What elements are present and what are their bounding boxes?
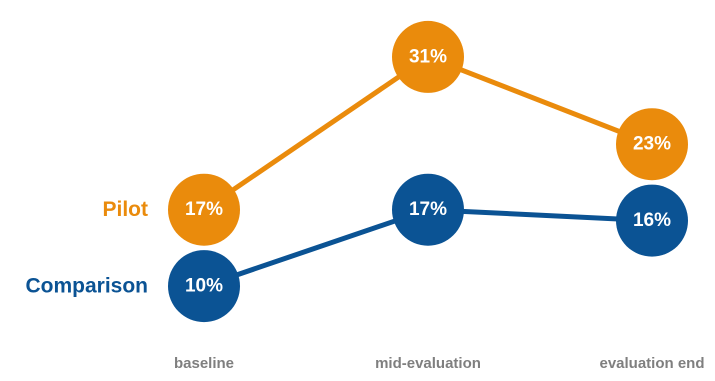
pilot-marker — [616, 108, 688, 181]
comparison-point-mid-evaluation: 17% — [392, 173, 464, 246]
series-points: 17% 31% 23% 10% 17% 16% — [168, 20, 688, 323]
comparison-data-label: 17% — [409, 199, 447, 220]
series-name-labels: Pilot Comparison — [25, 198, 148, 297]
pilot-point-evaluation-end: 23% — [616, 108, 688, 181]
pilot-data-label: 31% — [409, 46, 447, 67]
x-axis-tick-labels: baseline mid-evaluation evaluation end — [174, 355, 705, 372]
pilot-point-mid-evaluation: 31% — [392, 20, 464, 93]
x-tick-label: evaluation end — [599, 355, 704, 372]
comparison-marker — [616, 184, 688, 257]
comparison-point-baseline: 10% — [168, 250, 240, 323]
comparison-data-label: 16% — [633, 210, 671, 231]
pilot-marker — [168, 173, 240, 246]
pilot-data-label: 23% — [633, 134, 671, 155]
comparison-marker — [392, 173, 464, 246]
pilot-series-label: Pilot — [103, 198, 149, 221]
pilot-point-baseline: 17% — [168, 173, 240, 246]
x-tick-label: mid-evaluation — [375, 355, 481, 372]
comparison-point-evaluation-end: 16% — [616, 184, 688, 257]
pilot-data-label: 17% — [185, 199, 223, 220]
comparison-data-label: 10% — [185, 276, 223, 297]
x-tick-label: baseline — [174, 355, 234, 372]
comparison-series-label: Comparison — [25, 275, 148, 298]
comparison-marker — [168, 250, 240, 323]
pilot-marker — [392, 20, 464, 93]
